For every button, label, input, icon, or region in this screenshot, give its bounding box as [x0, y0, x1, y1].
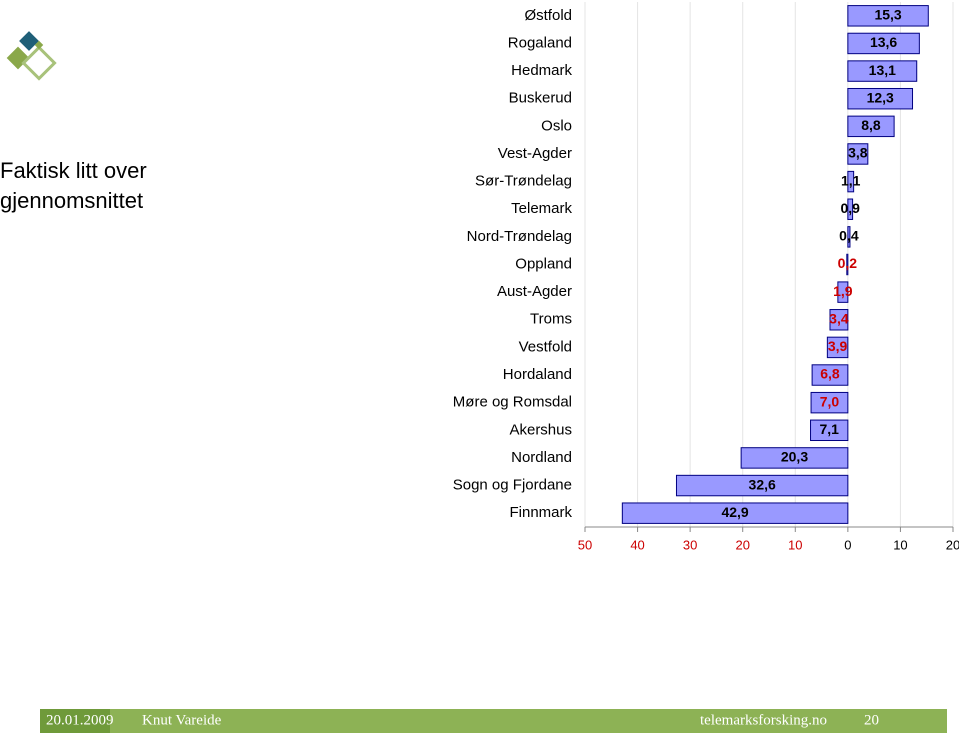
value-label: 32,6 — [749, 476, 776, 492]
bar — [837, 281, 849, 303]
bar — [675, 474, 849, 497]
value-label: 8,8 — [861, 117, 881, 133]
chart: 50 40 30 20 10 0 10 20 Østfold 15,3 Rogaland 13,6 He… — [453, 2, 959, 552]
bar — [811, 364, 849, 386]
value-label: 7,0 — [820, 393, 840, 409]
value-label: 1,9 — [833, 283, 853, 299]
y-tick-label: Akershus — [509, 421, 572, 438]
heading: Faktisk litt over — [0, 158, 147, 183]
y-tick-label: Hedmark — [511, 62, 572, 79]
value-label: 3,8 — [848, 145, 868, 161]
bar — [847, 60, 918, 82]
y-tick-label: Finnmark — [509, 504, 572, 521]
value-label: 13,6 — [870, 34, 897, 50]
y-tick-label: Telemark — [511, 200, 572, 217]
bar — [847, 198, 854, 220]
bar — [829, 309, 849, 331]
y-tick-label: Vestfold — [519, 338, 572, 355]
value-label: 42,9 — [721, 504, 748, 520]
footer-date: 20.01.2009 — [46, 712, 114, 728]
bar — [847, 170, 855, 193]
heading: gjennomsnittet — [0, 188, 143, 213]
value-label: 3,4 — [829, 310, 849, 326]
y-tick-label: Buskerud — [509, 90, 572, 107]
y-tick-label: Østfold — [524, 7, 572, 24]
y-tick-label: Sogn og Fjordane — [453, 477, 572, 494]
bar — [846, 253, 849, 276]
x-tick-label: 20 — [946, 537, 959, 552]
bar — [847, 87, 914, 110]
y-tick-label: Nord-Trøndelag — [467, 228, 572, 245]
value-label: 12,3 — [867, 89, 894, 105]
bar — [847, 226, 851, 248]
x-tick-label: 10 — [788, 537, 802, 552]
y-tick-label: Oppland — [515, 255, 572, 272]
x-tick-label: 30 — [683, 537, 697, 552]
y-tick-label: Rogaland — [508, 34, 572, 51]
bar — [810, 419, 849, 442]
x-tick-label: 10 — [893, 537, 907, 552]
logo — [6, 31, 57, 81]
x-tick-label: 20 — [735, 537, 749, 552]
y-tick-label: Oslo — [541, 117, 572, 134]
value-label: 1,1 — [841, 172, 861, 188]
value-label: 3,9 — [828, 338, 848, 354]
y-tick-label: Sør-Trøndelag — [475, 173, 572, 190]
y-tick-label: Troms — [530, 311, 572, 328]
value-label: 0,9 — [840, 200, 860, 216]
x-tick-label: 40 — [630, 537, 644, 552]
y-tick-label: Møre og Romsdal — [453, 394, 572, 411]
y-tick-label: Vest-Agder — [498, 145, 572, 162]
bar — [826, 336, 849, 359]
x-tick-label: 0 — [844, 537, 851, 552]
value-label: 0,2 — [838, 255, 858, 271]
y-tick-label: Nordland — [511, 449, 572, 466]
bar — [847, 5, 929, 27]
footer-page: 20 — [864, 712, 879, 728]
value-label: 7,1 — [819, 421, 839, 437]
footer-site: telemarksforsking.no — [700, 712, 827, 728]
y-tick-label: Aust-Agder — [497, 283, 572, 300]
bar — [810, 391, 849, 414]
value-label: 15,3 — [874, 7, 901, 23]
value-label: 13,1 — [869, 62, 896, 78]
footer-author: Knut Vareide — [142, 712, 222, 728]
bar — [847, 143, 869, 165]
bar — [740, 447, 849, 469]
bar — [847, 115, 895, 138]
value-label: 0,4 — [839, 228, 859, 244]
bar — [621, 502, 849, 524]
footer: 20.01.2009 Knut Vareide telemarksforskin… — [40, 709, 947, 733]
y-tick-label: Hordaland — [503, 366, 572, 383]
value-label: 6,8 — [820, 366, 840, 382]
bar — [847, 32, 920, 55]
x-tick-label: 50 — [578, 537, 592, 552]
value-label: 20,3 — [781, 449, 808, 465]
